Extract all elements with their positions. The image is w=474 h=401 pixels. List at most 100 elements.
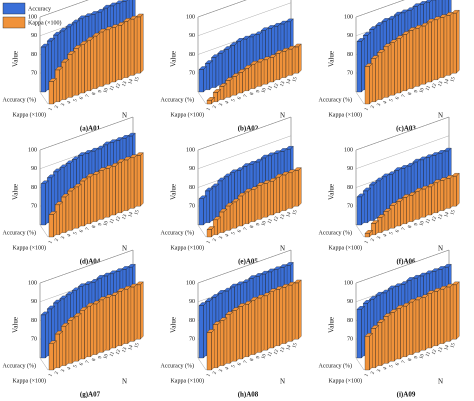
- x-tick-label: 3: [219, 368, 225, 373]
- x-tick-label: 1: [48, 240, 54, 245]
- depth-label: Kappa (×100): [328, 244, 362, 251]
- y-axis-label: Value: [170, 184, 178, 200]
- x-tick-label: 10: [261, 87, 268, 94]
- bar: [40, 43, 49, 93]
- bar: [67, 316, 76, 364]
- x-tick-label: 2: [371, 371, 377, 376]
- y-tick-label: 80: [189, 318, 195, 324]
- y-axis-label: Value: [328, 184, 336, 200]
- x-tick-label: 7: [402, 360, 408, 365]
- bar: [206, 96, 215, 105]
- x-tick-label: 4: [67, 233, 73, 238]
- y-tick-label: 100: [186, 14, 195, 20]
- x-tick-label: 13: [122, 346, 129, 353]
- x-tick-label: 9: [414, 355, 420, 360]
- y-tick-label: 90: [31, 166, 37, 172]
- depth-label: Kappa (×100): [12, 111, 46, 118]
- x-axis-label: N: [122, 245, 127, 253]
- y-tick-label: 90: [31, 33, 37, 39]
- bar: [212, 216, 222, 236]
- bar: [287, 169, 296, 209]
- x-tick-label: 14: [128, 344, 135, 351]
- y-tick-label: 90: [347, 166, 353, 172]
- chart-title: (h)A08: [238, 391, 259, 399]
- depth-label: Kappa (×100): [12, 244, 46, 251]
- x-tick-label: 15: [292, 76, 299, 83]
- x-tick-label: 1: [364, 240, 370, 245]
- x-tick-label: 13: [122, 80, 129, 87]
- x-tick-label: 15: [450, 209, 457, 216]
- x-tick-label: 10: [419, 220, 426, 227]
- y-axis-label: Value: [12, 51, 20, 67]
- grid-line: [197, 249, 292, 284]
- y-tick-label: 80: [31, 52, 37, 58]
- x-tick-label: 1: [48, 373, 54, 378]
- y-tick-label: 100: [28, 280, 37, 286]
- bar: [369, 181, 378, 221]
- x-tick-label: 9: [256, 355, 262, 360]
- x-tick-label: 4: [67, 100, 73, 105]
- x-tick-label: 15: [134, 342, 141, 349]
- x-tick-label: 4: [383, 100, 389, 105]
- bar: [123, 17, 132, 78]
- bar: [408, 191, 417, 222]
- bar: [256, 58, 265, 87]
- x-tick-label: 7: [402, 94, 408, 99]
- x-tick-label: 14: [444, 344, 451, 351]
- x-tick-label: 10: [419, 353, 426, 360]
- y-tick-label: 90: [189, 299, 195, 305]
- x-tick-label: 13: [122, 213, 129, 220]
- bar: [356, 38, 365, 93]
- x-tick-label: 7: [86, 227, 92, 232]
- bar: [48, 340, 57, 371]
- grid-line: [39, 0, 89, 18]
- legend: Accuracy Kappa (×100): [2, 2, 62, 29]
- x-tick-label: 15: [134, 76, 141, 83]
- x-tick-label: 1: [206, 107, 212, 112]
- bar: [231, 73, 240, 96]
- x-tick-label: 3: [219, 102, 225, 107]
- y-tick-label: 100: [344, 280, 353, 286]
- bar: [129, 154, 138, 209]
- bar: [439, 177, 448, 211]
- x-tick-label: 10: [419, 87, 426, 94]
- x-tick-label: 1: [48, 107, 54, 112]
- x-tick-label: 8: [92, 357, 98, 362]
- x-tick-label: 5: [73, 98, 79, 103]
- depth-label: Kappa (×100): [328, 111, 362, 118]
- x-tick-label: 1: [364, 107, 370, 112]
- x-tick-label: 6: [237, 96, 243, 101]
- x-tick-label: 7: [86, 360, 92, 365]
- y-tick-label: 70: [347, 204, 353, 210]
- bar: [356, 193, 365, 226]
- y-tick-label: 80: [189, 52, 195, 58]
- x-tick-label: 11: [426, 351, 433, 358]
- x-tick-label: 9: [98, 89, 104, 94]
- x-tick-label: 14: [444, 78, 451, 85]
- x-tick-label: 5: [389, 231, 395, 236]
- bar: [98, 167, 107, 220]
- x-tick-label: 15: [134, 209, 141, 216]
- bar: [198, 195, 207, 226]
- x-tick-label: 10: [103, 220, 110, 227]
- bar: [73, 44, 82, 96]
- y-axis-label: Value: [328, 317, 336, 333]
- bar: [206, 329, 215, 371]
- x-tick-label: 12: [116, 216, 123, 223]
- x-tick-label: 7: [244, 360, 250, 365]
- x-tick-label: 10: [261, 353, 268, 360]
- bar: [48, 78, 57, 105]
- x-tick-label: 11: [426, 218, 433, 225]
- x-tick-label: 4: [383, 366, 389, 371]
- bar: [135, 152, 144, 207]
- y-tick-label: 70: [31, 204, 37, 210]
- y-tick-label: 70: [189, 71, 195, 77]
- x-tick-label: 10: [103, 87, 110, 94]
- bar: [219, 208, 228, 233]
- x-axis-label: N: [438, 378, 443, 386]
- x-tick-label: 7: [86, 94, 92, 99]
- x-tick-label: 13: [438, 213, 445, 220]
- bar: [262, 180, 271, 218]
- y-tick-label: 100: [344, 147, 353, 153]
- bar: [370, 220, 380, 236]
